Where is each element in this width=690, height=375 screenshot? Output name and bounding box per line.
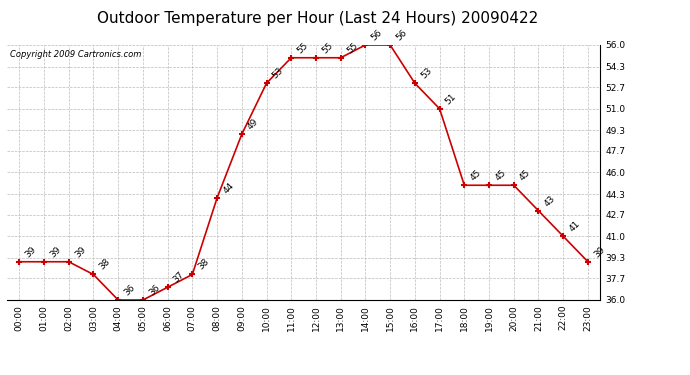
Text: 36: 36 <box>147 283 161 297</box>
Text: 39: 39 <box>48 244 63 259</box>
Text: 39: 39 <box>592 244 607 259</box>
Text: 39: 39 <box>73 244 88 259</box>
Text: 55: 55 <box>295 40 310 55</box>
Text: 45: 45 <box>469 168 483 183</box>
Text: 53: 53 <box>270 66 285 81</box>
Text: 38: 38 <box>97 257 112 272</box>
Text: Copyright 2009 Cartronics.com: Copyright 2009 Cartronics.com <box>10 50 141 59</box>
Text: 45: 45 <box>493 168 508 183</box>
Text: 38: 38 <box>197 257 211 272</box>
Text: 55: 55 <box>345 40 359 55</box>
Text: Outdoor Temperature per Hour (Last 24 Hours) 20090422: Outdoor Temperature per Hour (Last 24 Ho… <box>97 11 538 26</box>
Text: 53: 53 <box>419 66 433 81</box>
Text: 56: 56 <box>394 28 408 42</box>
Text: 39: 39 <box>23 244 38 259</box>
Text: 37: 37 <box>172 270 186 285</box>
Text: 45: 45 <box>518 168 533 183</box>
Text: 41: 41 <box>567 219 582 234</box>
Text: 43: 43 <box>542 194 557 208</box>
Text: 51: 51 <box>444 92 458 106</box>
Text: 49: 49 <box>246 117 260 132</box>
Text: 55: 55 <box>320 40 335 55</box>
Text: 36: 36 <box>122 283 137 297</box>
Text: 44: 44 <box>221 181 235 195</box>
Text: 56: 56 <box>370 28 384 42</box>
